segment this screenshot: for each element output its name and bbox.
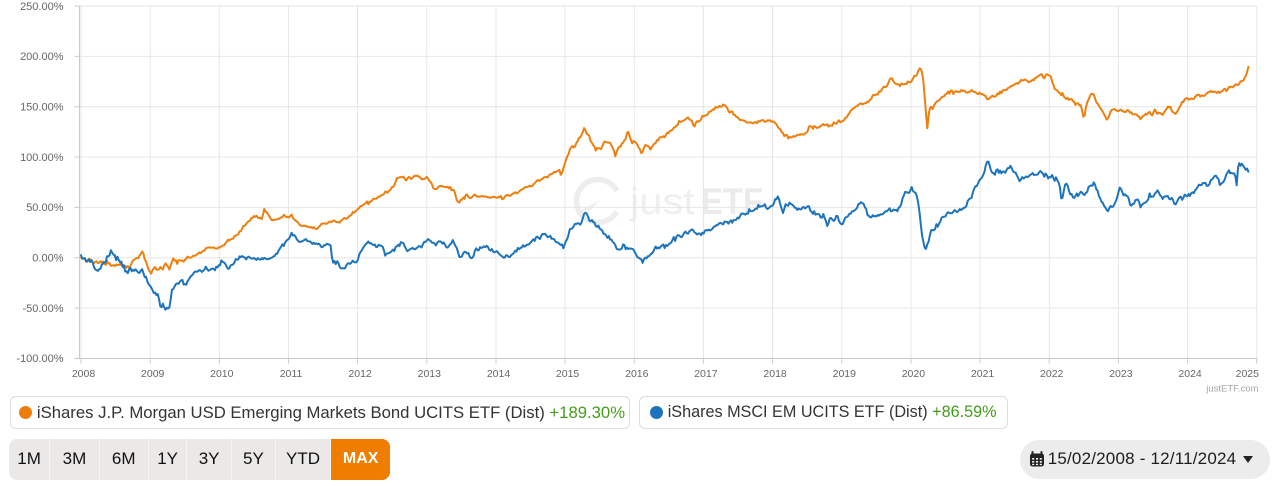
svg-text:150.00%: 150.00% xyxy=(20,102,64,114)
svg-text:100.00%: 100.00% xyxy=(20,152,64,164)
svg-text:2009: 2009 xyxy=(141,368,165,380)
svg-text:ETF: ETF xyxy=(701,181,763,222)
svg-text:2017: 2017 xyxy=(694,368,718,380)
svg-text:2011: 2011 xyxy=(280,368,303,380)
svg-text:2023: 2023 xyxy=(1109,368,1133,380)
svg-text:2024: 2024 xyxy=(1178,368,1202,380)
svg-text:justETF.com: justETF.com xyxy=(1205,384,1258,395)
svg-text:2015: 2015 xyxy=(556,368,580,380)
svg-text:2012: 2012 xyxy=(348,368,372,380)
svg-text:0.00%: 0.00% xyxy=(32,253,63,265)
svg-text:2016: 2016 xyxy=(625,368,649,380)
svg-text:just: just xyxy=(629,181,696,222)
svg-text:200.00%: 200.00% xyxy=(20,51,64,63)
svg-text:-50.00%: -50.00% xyxy=(23,303,64,315)
svg-text:50.00%: 50.00% xyxy=(26,202,64,214)
svg-text:2025: 2025 xyxy=(1236,368,1260,380)
svg-text:2013: 2013 xyxy=(418,368,442,380)
svg-text:2020: 2020 xyxy=(902,368,926,380)
svg-text:250.00%: 250.00% xyxy=(20,1,64,13)
svg-text:2014: 2014 xyxy=(487,368,511,380)
svg-text:2008: 2008 xyxy=(72,368,96,380)
svg-text:-100.00%: -100.00% xyxy=(16,353,63,365)
svg-text:2018: 2018 xyxy=(763,368,787,380)
svg-text:2022: 2022 xyxy=(1040,368,1064,380)
svg-text:2010: 2010 xyxy=(210,368,234,380)
svg-text:2021: 2021 xyxy=(971,368,995,380)
svg-text:2019: 2019 xyxy=(833,368,857,380)
